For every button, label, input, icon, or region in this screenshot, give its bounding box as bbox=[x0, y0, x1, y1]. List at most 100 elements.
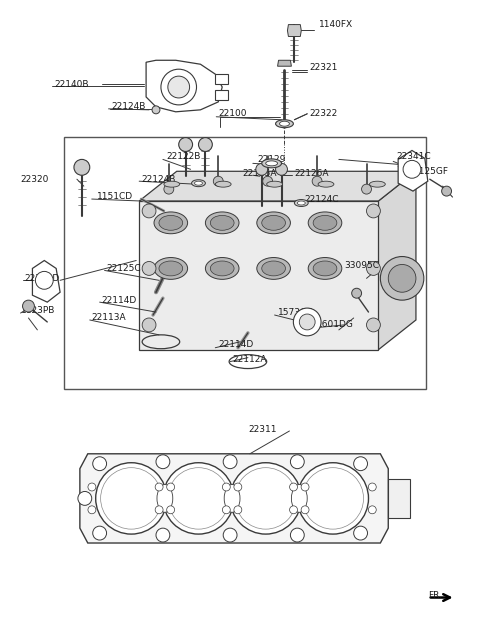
Text: 22341D: 22341D bbox=[24, 274, 60, 283]
Ellipse shape bbox=[267, 181, 283, 187]
Circle shape bbox=[167, 483, 175, 491]
Circle shape bbox=[301, 483, 309, 491]
Circle shape bbox=[276, 163, 288, 175]
Ellipse shape bbox=[297, 201, 305, 205]
Text: 1601DG: 1601DG bbox=[317, 321, 354, 330]
Ellipse shape bbox=[276, 120, 293, 128]
Text: 22341C: 22341C bbox=[396, 152, 431, 161]
Circle shape bbox=[88, 506, 96, 514]
Ellipse shape bbox=[159, 261, 183, 276]
Circle shape bbox=[354, 457, 368, 471]
Text: 22125C: 22125C bbox=[107, 264, 141, 273]
Text: 22311: 22311 bbox=[248, 425, 276, 434]
Text: 22112A: 22112A bbox=[232, 355, 266, 364]
Circle shape bbox=[403, 161, 421, 178]
Text: 22322: 22322 bbox=[309, 109, 337, 118]
Circle shape bbox=[168, 76, 190, 98]
Text: FR.: FR. bbox=[428, 591, 442, 600]
Circle shape bbox=[354, 526, 368, 540]
Polygon shape bbox=[64, 137, 426, 389]
Circle shape bbox=[293, 308, 321, 336]
Circle shape bbox=[163, 463, 234, 534]
Circle shape bbox=[179, 138, 192, 152]
Text: 22114D: 22114D bbox=[102, 296, 137, 305]
Ellipse shape bbox=[279, 121, 289, 126]
Text: 1140FX: 1140FX bbox=[319, 20, 353, 29]
Circle shape bbox=[263, 177, 273, 186]
Circle shape bbox=[142, 204, 156, 218]
Ellipse shape bbox=[210, 215, 234, 231]
Text: 22321: 22321 bbox=[309, 63, 337, 72]
Circle shape bbox=[161, 69, 196, 105]
Text: 22113A: 22113A bbox=[92, 314, 126, 323]
Circle shape bbox=[367, 262, 380, 276]
Text: 22124B: 22124B bbox=[111, 102, 146, 111]
Ellipse shape bbox=[262, 159, 281, 168]
Text: 22126A: 22126A bbox=[294, 169, 329, 178]
Circle shape bbox=[223, 455, 237, 469]
Polygon shape bbox=[388, 479, 410, 518]
Polygon shape bbox=[139, 201, 378, 350]
Ellipse shape bbox=[266, 161, 277, 166]
Circle shape bbox=[289, 483, 298, 491]
Ellipse shape bbox=[262, 215, 286, 231]
Circle shape bbox=[301, 506, 309, 514]
Ellipse shape bbox=[159, 215, 183, 231]
Polygon shape bbox=[216, 74, 228, 84]
Circle shape bbox=[78, 491, 92, 505]
Ellipse shape bbox=[370, 181, 385, 187]
Circle shape bbox=[223, 528, 237, 542]
Ellipse shape bbox=[205, 212, 239, 234]
Circle shape bbox=[234, 483, 242, 491]
Circle shape bbox=[96, 463, 167, 534]
Circle shape bbox=[388, 264, 416, 292]
Ellipse shape bbox=[205, 258, 239, 279]
Text: 22140B: 22140B bbox=[54, 79, 89, 88]
Circle shape bbox=[230, 463, 301, 534]
Circle shape bbox=[442, 186, 452, 196]
Ellipse shape bbox=[294, 199, 308, 206]
Circle shape bbox=[368, 483, 376, 491]
Circle shape bbox=[361, 184, 372, 194]
Ellipse shape bbox=[192, 180, 205, 187]
Text: 22129: 22129 bbox=[258, 155, 286, 164]
Ellipse shape bbox=[257, 212, 290, 234]
Circle shape bbox=[156, 455, 170, 469]
Ellipse shape bbox=[154, 212, 188, 234]
Text: 1125GF: 1125GF bbox=[414, 167, 449, 176]
Text: 33095C: 33095C bbox=[344, 261, 379, 270]
Polygon shape bbox=[33, 260, 60, 302]
Text: 22114D: 22114D bbox=[218, 340, 253, 349]
Circle shape bbox=[152, 106, 160, 114]
Circle shape bbox=[380, 257, 424, 300]
Ellipse shape bbox=[157, 485, 173, 512]
Circle shape bbox=[167, 506, 175, 514]
Circle shape bbox=[290, 455, 304, 469]
Text: 22100: 22100 bbox=[218, 109, 247, 118]
Text: 22125A: 22125A bbox=[242, 169, 276, 178]
Circle shape bbox=[222, 506, 230, 514]
Ellipse shape bbox=[262, 261, 286, 276]
Ellipse shape bbox=[257, 258, 290, 279]
Polygon shape bbox=[146, 60, 222, 112]
Polygon shape bbox=[80, 454, 388, 543]
Text: 1573GE: 1573GE bbox=[277, 307, 313, 317]
Circle shape bbox=[222, 483, 230, 491]
Ellipse shape bbox=[313, 261, 337, 276]
Polygon shape bbox=[288, 25, 301, 36]
Polygon shape bbox=[398, 150, 428, 191]
Circle shape bbox=[156, 528, 170, 542]
Circle shape bbox=[36, 271, 53, 290]
Text: 22124B: 22124B bbox=[141, 175, 176, 184]
Circle shape bbox=[312, 177, 322, 186]
Circle shape bbox=[297, 463, 369, 534]
Ellipse shape bbox=[164, 181, 180, 187]
Text: 22124C: 22124C bbox=[304, 194, 339, 204]
Circle shape bbox=[23, 300, 35, 312]
Ellipse shape bbox=[318, 181, 334, 187]
Circle shape bbox=[256, 163, 268, 175]
Circle shape bbox=[142, 318, 156, 332]
Circle shape bbox=[74, 159, 90, 175]
Circle shape bbox=[155, 483, 163, 491]
Circle shape bbox=[367, 204, 380, 218]
